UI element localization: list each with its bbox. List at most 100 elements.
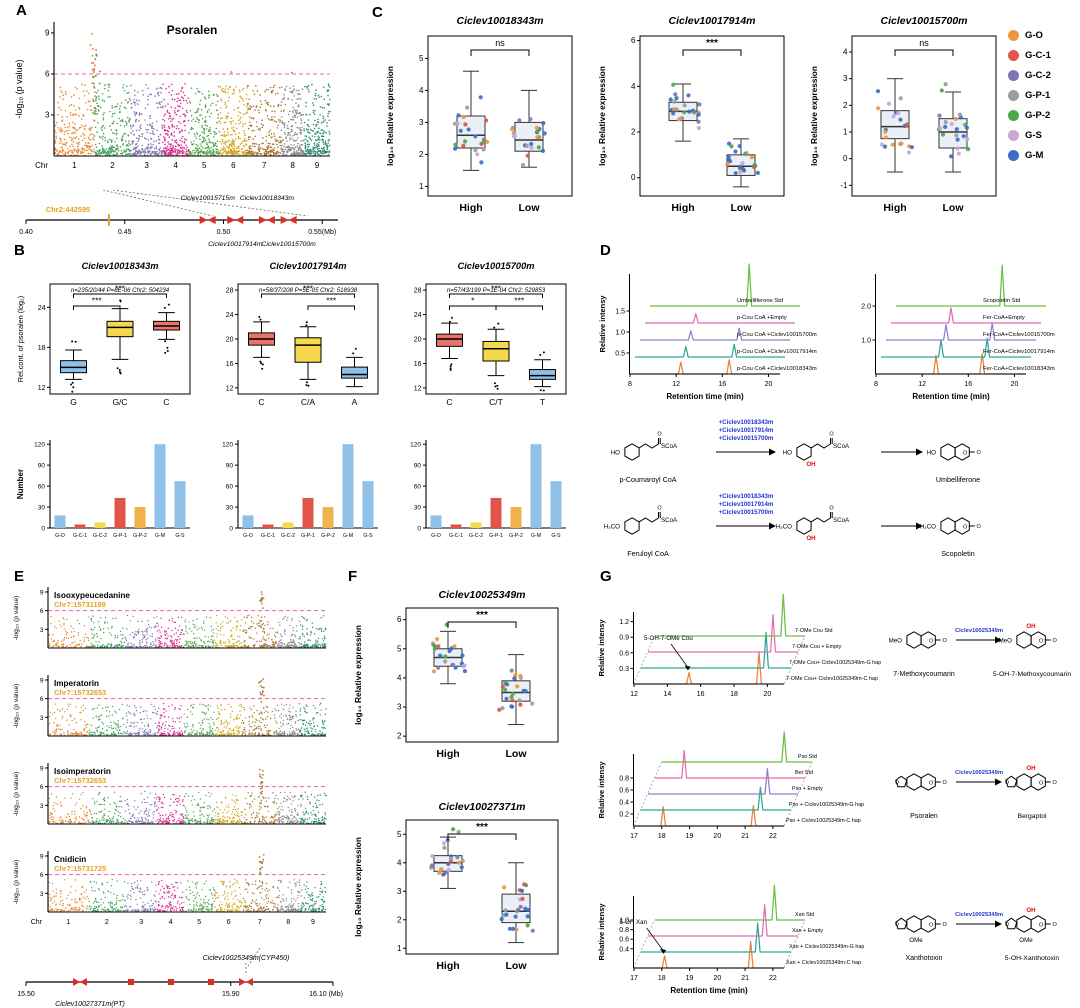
legend-color-dot [1008, 130, 1019, 141]
legend-color-dot [1008, 110, 1019, 121]
panel-b-barchart-2: 0 30 60 90 120 G-O G-C-1 G-C-2 G-P-1 G-P-2 G-M G-S [410, 440, 566, 539]
svg-text:30: 30 [38, 505, 46, 512]
svg-text:6: 6 [40, 696, 44, 703]
svg-text:A: A [352, 397, 358, 407]
svg-text:***: *** [706, 38, 718, 49]
svg-text:C: C [446, 397, 452, 407]
expression-group-legend: G-O G-C-1 G-C-2 G-P-1 G-P-2 G-S G-M [1008, 30, 1080, 170]
legend-label: G-M [1025, 150, 1044, 161]
legend-color-dot [1008, 150, 1019, 161]
svg-text:5: 5 [419, 54, 424, 63]
svg-text:High: High [883, 202, 906, 214]
svg-text:n=235/20/44 P=8E-06 Chr2: 50: n=235/20/44 P=8E-06 Chr2: 504234 [71, 287, 170, 294]
svg-text:8: 8 [628, 381, 632, 388]
svg-text:***: *** [491, 284, 502, 294]
svg-text:G-S: G-S [363, 533, 373, 539]
svg-text:G-O: G-O [431, 533, 441, 539]
svg-text:16: 16 [964, 381, 972, 388]
svg-text:1: 1 [843, 128, 848, 137]
svg-text:5: 5 [202, 161, 207, 170]
svg-text:O: O [829, 432, 834, 438]
svg-text:G-P-2: G-P-2 [509, 533, 523, 539]
svg-text:C: C [163, 397, 169, 407]
svg-text:20: 20 [765, 381, 773, 388]
svg-text:28: 28 [226, 288, 234, 295]
svg-text:SCoA: SCoA [661, 443, 678, 450]
svg-text:1.5: 1.5 [615, 309, 625, 316]
svg-text:ns: ns [495, 38, 505, 48]
svg-text:HO: HO [611, 450, 620, 457]
svg-text:G-O: G-O [55, 533, 65, 539]
panel-c-boxplot-0: 1 2 3 4 5 Ciclev10018343m ns High Low log₁₀ Relat… [385, 15, 573, 214]
svg-text:6: 6 [631, 36, 636, 45]
legend-item-G-M: G-M [1008, 150, 1080, 161]
svg-text:3: 3 [45, 110, 50, 119]
svg-text:p-Coumaroyl CoA: p-Coumaroyl CoA [619, 475, 676, 484]
svg-text:G-M: G-M [531, 533, 541, 539]
svg-text:-log₁₀ (p value): -log₁₀ (p value) [14, 59, 24, 118]
svg-text:Low: Low [519, 202, 541, 214]
svg-text:6: 6 [40, 608, 44, 615]
legend-label: G-P-1 [1025, 90, 1051, 101]
svg-text:H₃CO: H₃CO [604, 524, 620, 531]
svg-text:O: O [963, 525, 968, 531]
svg-text:Umbelliferone Std: Umbelliferone Std [737, 298, 783, 304]
panel-a-gene-track: 0.40 0.45 0.50 0.55(Mb) Chr2:442595 Ciclev100… [19, 190, 338, 248]
legend-color-dot [1008, 50, 1019, 61]
svg-text:C/A: C/A [301, 397, 316, 407]
svg-text:120: 120 [222, 442, 233, 449]
svg-text:30: 30 [414, 505, 422, 512]
svg-text:p-Cou CoA +Ciclev10015700m: p-Cou CoA +Ciclev10015700m [737, 332, 817, 338]
panel-e-label: E [14, 568, 25, 585]
svg-text:G-M: G-M [155, 533, 165, 539]
svg-text:-1: -1 [840, 181, 848, 190]
svg-text:G-P-1: G-P-1 [113, 533, 127, 539]
svg-text:G-S: G-S [175, 533, 185, 539]
svg-text:3: 3 [843, 74, 848, 83]
svg-text:8: 8 [874, 381, 878, 388]
svg-text:1.0: 1.0 [861, 338, 871, 345]
svg-text:1.0: 1.0 [615, 330, 625, 337]
svg-text:24: 24 [226, 312, 234, 319]
panel-b-boxplot-1: 12 16 20 24 28 Ciclev10017914m n=58/37/208 P=5… [226, 261, 379, 407]
svg-text:Ciclev10015700m: Ciclev10015700m [457, 261, 534, 271]
svg-text:Low: Low [943, 202, 965, 214]
svg-text:Ciclev10017914m: Ciclev10017914m [208, 241, 263, 248]
svg-text:0.5: 0.5 [615, 351, 625, 358]
legend-color-dot [1008, 70, 1019, 81]
svg-text:*: * [471, 296, 475, 306]
svg-text:O: O [977, 450, 982, 456]
svg-text:0: 0 [417, 526, 421, 533]
svg-text:0: 0 [229, 526, 233, 533]
svg-text:+Ciclev10015700m: +Ciclev10015700m [719, 509, 774, 516]
svg-text:HO: HO [783, 450, 792, 457]
svg-text:0: 0 [631, 173, 636, 182]
svg-text:***: *** [514, 296, 525, 306]
svg-text:p-Cou CoA +Ciclev10017914m: p-Cou CoA +Ciclev10017914m [737, 349, 817, 355]
svg-text:G-C-2: G-C-2 [93, 533, 107, 539]
svg-text:12: 12 [226, 385, 234, 392]
svg-text:90: 90 [414, 463, 422, 470]
svg-text:24: 24 [414, 312, 422, 319]
svg-text:Imperatorin: Imperatorin [54, 679, 99, 688]
svg-text:O: O [977, 524, 982, 530]
svg-text:G-C-2: G-C-2 [281, 533, 295, 539]
svg-text:24: 24 [38, 305, 46, 312]
svg-text:30: 30 [226, 505, 234, 512]
svg-text:120: 120 [410, 442, 421, 449]
svg-text:SCoA: SCoA [833, 517, 850, 524]
legend-label: G-C-2 [1025, 70, 1051, 81]
svg-text:0.50: 0.50 [217, 229, 231, 236]
svg-text:n=57/43/199 P=1E-04 Chr2: 52: n=57/43/199 P=1E-04 Chr2: 529853 [447, 287, 546, 294]
svg-text:Chr2:442595: Chr2:442595 [46, 205, 91, 214]
svg-text:2: 2 [631, 128, 636, 137]
svg-text:***: *** [92, 296, 103, 306]
